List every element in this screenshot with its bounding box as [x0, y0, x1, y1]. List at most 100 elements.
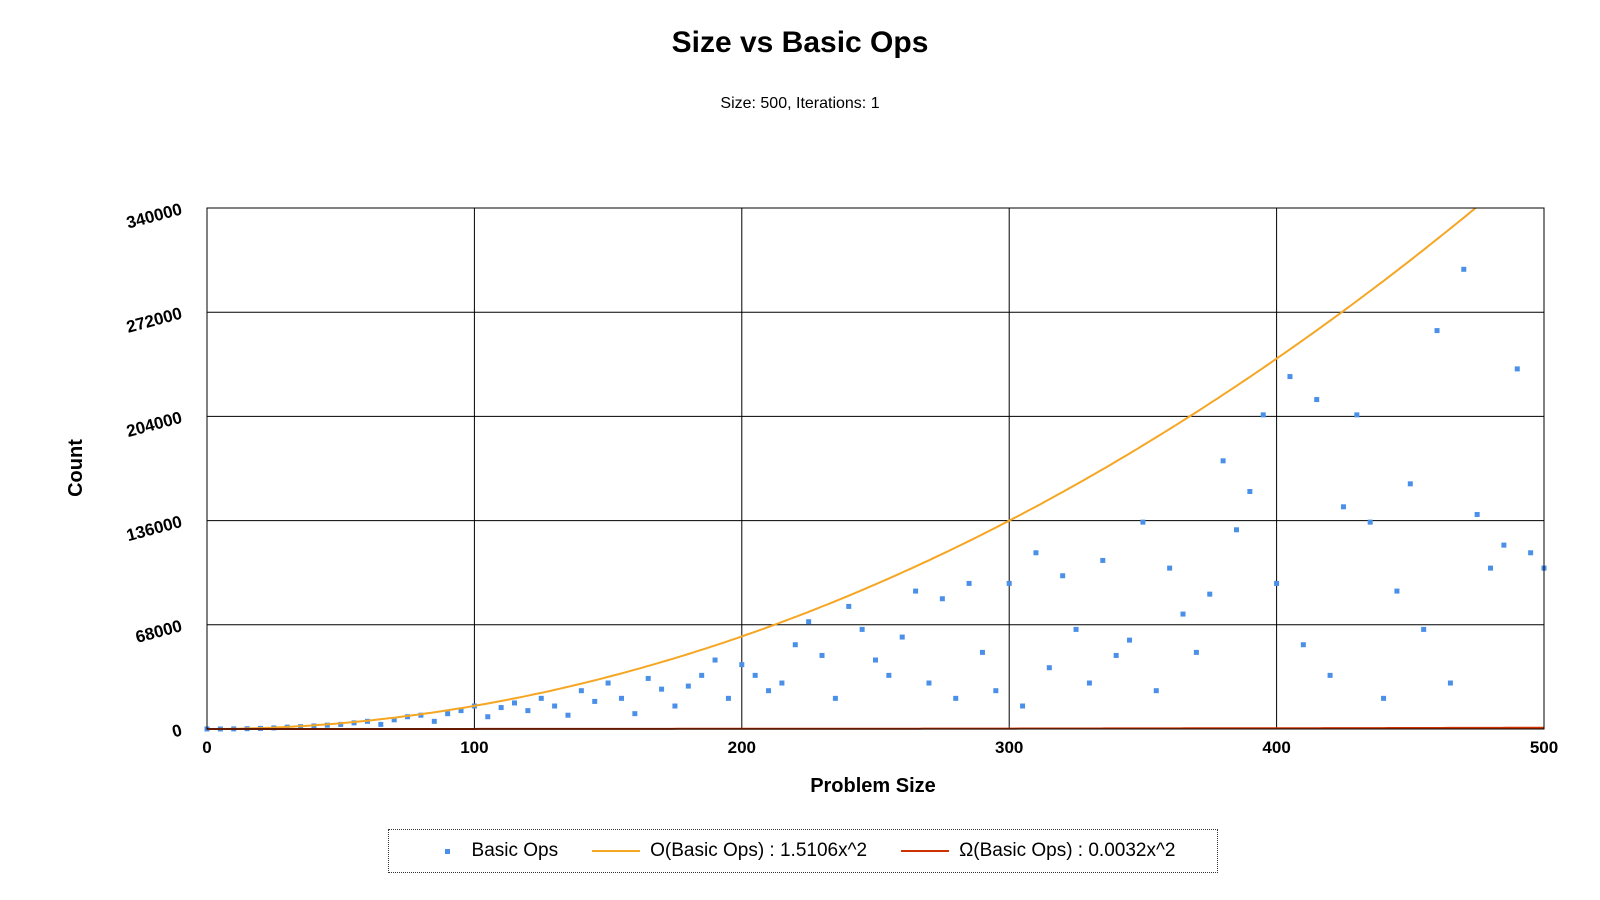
data-point	[1528, 550, 1534, 556]
data-point	[1046, 665, 1052, 671]
data-point	[1020, 703, 1026, 709]
data-point	[766, 688, 772, 694]
data-point	[779, 680, 785, 686]
y-tick-label: 204000	[124, 408, 184, 441]
data-point	[966, 580, 972, 586]
data-point	[1394, 588, 1400, 594]
data-point	[1033, 550, 1039, 556]
data-point	[431, 718, 437, 724]
data-point	[458, 708, 464, 714]
data-point	[1260, 412, 1266, 418]
data-point	[618, 695, 624, 701]
x-tick-label: 0	[202, 738, 211, 757]
data-point	[605, 680, 611, 686]
legend-label-lower-bound: Ω(Basic Ops) : 0.0032x^2	[959, 840, 1176, 861]
data-point	[913, 588, 919, 594]
data-point	[1367, 519, 1373, 525]
data-point	[1354, 412, 1360, 418]
plot-frame	[206, 207, 1545, 730]
data-point	[685, 683, 691, 689]
data-point	[1140, 519, 1146, 525]
data-point	[565, 712, 571, 718]
data-point	[832, 695, 838, 701]
data-point	[1180, 611, 1186, 617]
data-point	[1340, 504, 1346, 510]
data-point	[1193, 649, 1199, 655]
data-point	[1274, 580, 1280, 586]
legend-marker-upper-line	[592, 850, 641, 852]
data-points	[204, 266, 1547, 732]
data-point	[873, 657, 878, 663]
x-tick-label: 400	[1262, 738, 1290, 757]
data-point	[1461, 266, 1467, 272]
data-point	[979, 649, 985, 655]
data-point	[725, 695, 731, 701]
data-point	[1127, 637, 1133, 643]
x-tick-label: 500	[1530, 738, 1558, 757]
legend-item-lower-bound: Ω(Basic Ops) : 0.0032x^2	[901, 840, 1175, 862]
legend-item-basic-ops: Basic Ops	[431, 840, 559, 862]
x-axis-label: Problem Size	[810, 775, 936, 797]
data-point	[659, 686, 665, 692]
data-point	[1100, 557, 1106, 563]
data-point	[1407, 481, 1413, 487]
y-axis-label: Count	[65, 439, 87, 497]
y-tick-label: 340000	[124, 200, 184, 233]
y-tick-label: 272000	[124, 304, 184, 337]
data-point	[792, 642, 798, 648]
chart-title: Size vs Basic Ops	[671, 26, 929, 59]
data-point	[578, 688, 584, 694]
data-point	[1287, 374, 1293, 380]
axes: 0 100 200 300 400 500 0 68000 136000 204000 272000…	[124, 200, 1558, 757]
data-point	[926, 680, 932, 686]
x-tick-label: 300	[995, 738, 1023, 757]
data-point	[1233, 527, 1239, 533]
data-point	[1434, 328, 1440, 334]
data-point	[699, 672, 705, 678]
data-point	[418, 712, 424, 718]
data-point	[1300, 642, 1306, 648]
data-point	[445, 711, 451, 717]
data-point	[739, 662, 745, 668]
data-point	[859, 626, 865, 632]
data-point	[645, 675, 651, 681]
data-point	[338, 721, 344, 727]
data-point	[525, 708, 531, 714]
data-point	[1113, 652, 1119, 658]
legend-item-upper-bound: O(Basic Ops) : 1.5106x^2	[592, 840, 867, 862]
data-point	[538, 695, 544, 701]
data-point	[1421, 626, 1427, 632]
legend-marker-dot	[444, 848, 450, 854]
data-point	[498, 705, 504, 711]
y-tick-label: 0	[170, 721, 184, 742]
chart-subtitle: Size: 500, Iterations: 1	[720, 95, 880, 112]
data-point	[1314, 397, 1320, 403]
legend: Basic Ops O(Basic Ops) : 1.5106x^2 Ω(Bas…	[388, 829, 1218, 873]
bound-curves	[207, 207, 1544, 730]
upper-bound-curve	[207, 207, 1477, 730]
data-point	[1220, 458, 1226, 464]
legend-marker-lower-line	[901, 850, 950, 852]
y-tick-label: 68000	[133, 616, 184, 647]
data-point	[1488, 565, 1494, 571]
data-point	[592, 698, 598, 704]
data-point	[1447, 680, 1453, 686]
legend-label-basic-ops: Basic Ops	[471, 840, 559, 861]
legend-label-upper-bound: O(Basic Ops) : 1.5106x^2	[650, 840, 868, 861]
data-point	[378, 721, 384, 727]
x-tick-label: 100	[460, 738, 488, 757]
data-point	[1060, 573, 1066, 579]
data-point	[632, 711, 638, 717]
x-tick-label: 200	[728, 738, 756, 757]
y-tick-label: 136000	[124, 512, 184, 545]
data-point	[1327, 672, 1333, 678]
data-point	[1474, 511, 1480, 517]
data-point	[819, 652, 825, 658]
data-point	[993, 688, 999, 694]
data-point	[899, 634, 905, 640]
data-point	[1247, 488, 1253, 494]
data-point	[1006, 580, 1012, 586]
data-point	[1501, 542, 1507, 548]
grid-lines	[206, 207, 1545, 730]
